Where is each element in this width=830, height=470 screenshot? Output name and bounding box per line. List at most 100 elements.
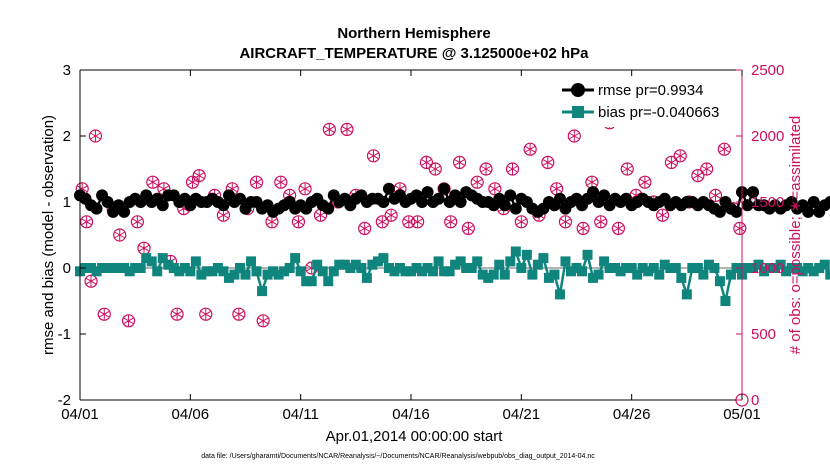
obs-circle (576, 221, 590, 235)
bias-point (499, 269, 510, 280)
obs-count-marker (576, 221, 590, 235)
obs-asterisk-stroke (560, 218, 571, 225)
bias-point (632, 269, 643, 280)
bias-point (356, 263, 367, 273)
obs-count-marker (375, 215, 389, 229)
bias-point (643, 266, 654, 277)
bias-point (394, 263, 405, 273)
x-tick-label: 04/21 (503, 406, 541, 423)
bias-point (560, 256, 571, 267)
bias-point (268, 266, 279, 277)
obs-asterisk-stroke (542, 159, 553, 166)
rmse-point (432, 192, 445, 205)
bias-point (135, 263, 146, 273)
obs-asterisk-stroke (578, 225, 589, 232)
obs-asterisk-stroke (454, 159, 465, 166)
rmse-point (421, 186, 434, 199)
bias-point (124, 266, 135, 277)
obs-count-marker (664, 155, 678, 169)
bias-point (593, 269, 604, 280)
obs-asterisk-stroke (233, 311, 244, 318)
rmse-point (553, 192, 566, 205)
bias-point (488, 269, 499, 280)
obs-asterisk-stroke (368, 152, 379, 159)
obs-count-marker (444, 215, 458, 229)
obs-count-marker (274, 175, 288, 189)
obs-circle (88, 129, 103, 143)
bias-point (654, 269, 665, 280)
obs-circle (340, 122, 354, 136)
obs-count-marker (733, 221, 747, 235)
obs-asterisk-stroke (99, 311, 110, 318)
bias-point (317, 266, 328, 277)
bias-point (637, 263, 648, 273)
obs-asterisk-stroke (123, 317, 134, 324)
obs-count-marker (291, 215, 306, 229)
x-axis-label: Apr.01,2014 00:00:00 start (326, 428, 504, 445)
obs-circle (419, 155, 434, 169)
bias-point (218, 266, 229, 277)
bias-point (328, 266, 339, 277)
bias-point (505, 256, 516, 267)
obs-circle (170, 307, 184, 321)
bias-point (234, 263, 245, 273)
obs-count-marker (97, 307, 111, 321)
chart-subtitle: AIRCRAFT_TEMPERATURE @ 3.125000e+02 hPa (239, 45, 589, 62)
bias-point (130, 263, 141, 273)
obs-circle (444, 215, 458, 229)
obs-asterisk-stroke (463, 225, 474, 232)
y2-tick-label: 500 (751, 326, 776, 343)
rmse-point (504, 189, 517, 202)
bias-point (554, 289, 565, 300)
y-tick-label: -1 (58, 326, 71, 343)
rmse-point (233, 192, 246, 205)
y-axis-label: rmse and bias (model - observation) (40, 115, 57, 355)
obs-asterisk-stroke (692, 172, 703, 179)
bias-point (549, 269, 560, 280)
obs-circle (80, 215, 94, 229)
obs-circle (146, 175, 160, 189)
bias-point (803, 263, 814, 273)
bias-point (91, 266, 102, 277)
y2-axis-label: # of obs: o=possible; ∗=assimilated (787, 116, 804, 355)
bias-point (439, 266, 450, 277)
bias-point (692, 263, 703, 273)
bias-point (444, 266, 455, 277)
bias-point (179, 263, 190, 273)
obs-count-marker (594, 215, 608, 229)
rmse-point (509, 202, 522, 215)
y2-tick-label: 1000 (751, 260, 784, 277)
bias-point (461, 263, 472, 273)
rmse-point (322, 202, 335, 215)
obs-circle (249, 175, 264, 189)
obs-circle (358, 221, 372, 235)
obs-circle (232, 307, 246, 321)
bias-point (168, 263, 179, 273)
bias-point (257, 286, 268, 297)
obs-count-marker (384, 208, 398, 222)
legend-rmse-marker (571, 83, 585, 97)
obs-count-marker (611, 221, 626, 235)
obs-circle (700, 162, 714, 176)
rmse-point (713, 205, 726, 218)
bias-point (273, 269, 284, 280)
obs-asterisk-stroke (481, 165, 492, 173)
bias-point (786, 263, 797, 273)
bias-point (223, 272, 234, 283)
obs-count-marker (130, 215, 144, 229)
obs-circle (479, 162, 493, 176)
obs-circle (97, 307, 111, 321)
bias-point (775, 259, 786, 270)
bias-point (417, 266, 428, 277)
bias-point (163, 259, 174, 270)
obs-circle (691, 169, 705, 183)
bias-point (659, 259, 670, 270)
obs-count-marker (84, 274, 98, 288)
bias-point (626, 263, 637, 273)
obs-circle (514, 215, 528, 229)
obs-count-marker (461, 221, 475, 235)
rmse-point (824, 196, 830, 208)
bias-point (665, 263, 676, 273)
bias-point (406, 266, 416, 277)
bias-point (86, 263, 97, 273)
